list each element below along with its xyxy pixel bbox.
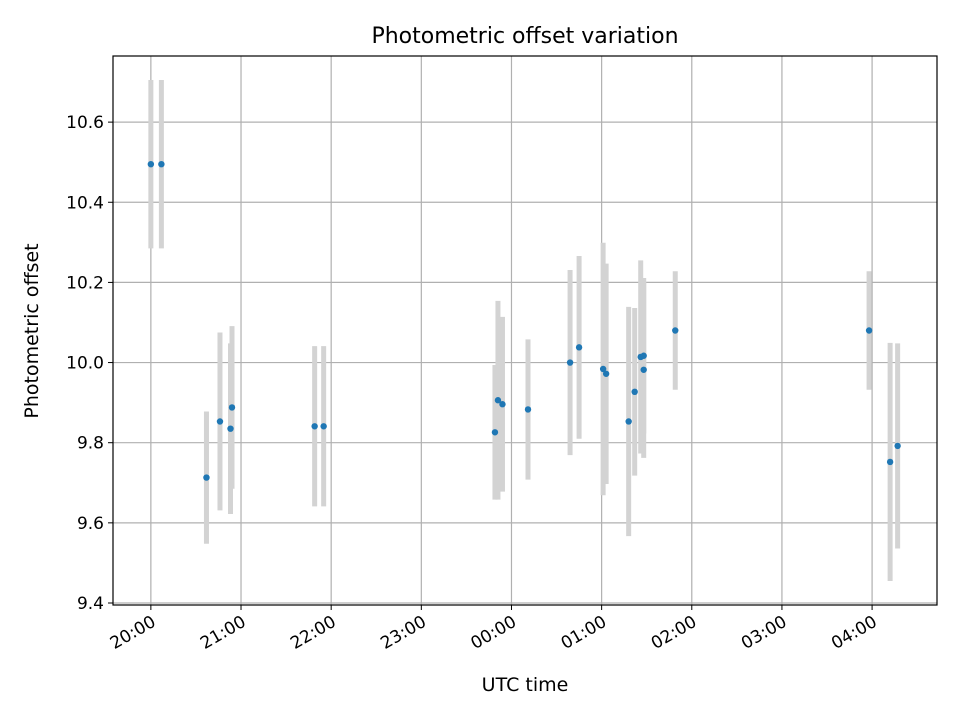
data-points — [147, 160, 901, 481]
y-tick-label: 10.4 — [66, 193, 104, 213]
data-point — [203, 474, 210, 481]
data-point — [865, 327, 873, 334]
data-point — [625, 418, 632, 425]
y-tick-label: 9.4 — [77, 594, 104, 614]
data-point — [499, 401, 506, 408]
data-point — [672, 327, 679, 334]
y-axis-label: Photometric offset — [21, 243, 43, 418]
data-point — [894, 442, 901, 450]
y-tick-label: 10.0 — [66, 354, 104, 374]
data-point — [216, 418, 224, 425]
data-point — [228, 404, 236, 411]
data-point — [566, 359, 574, 366]
y-tick-label: 9.6 — [77, 514, 104, 534]
chart-title: Photometric offset variation — [371, 24, 678, 49]
x-axis-label: UTC time — [482, 674, 569, 696]
y-tick-label: 10.2 — [66, 273, 104, 293]
data-point — [494, 397, 502, 404]
data-point — [575, 344, 583, 351]
y-axis-ticks: 9.4 9.6 9.8 10.0 10.2 10.4 10.6 — [66, 113, 113, 614]
y-tick-label: 10.6 — [66, 113, 104, 133]
data-point — [886, 458, 894, 466]
y-tick-label: 9.8 — [77, 434, 104, 454]
plot-frame — [112, 55, 938, 606]
data-point — [158, 160, 165, 168]
data-point — [602, 370, 610, 377]
data-point — [640, 366, 647, 373]
data-point — [640, 352, 647, 359]
data-point — [320, 423, 327, 430]
data-point — [491, 429, 499, 436]
data-point — [147, 160, 155, 168]
data-point — [227, 425, 234, 432]
data-point — [524, 406, 532, 413]
data-point — [599, 365, 607, 373]
data-point — [311, 423, 318, 430]
data-point — [631, 388, 638, 396]
